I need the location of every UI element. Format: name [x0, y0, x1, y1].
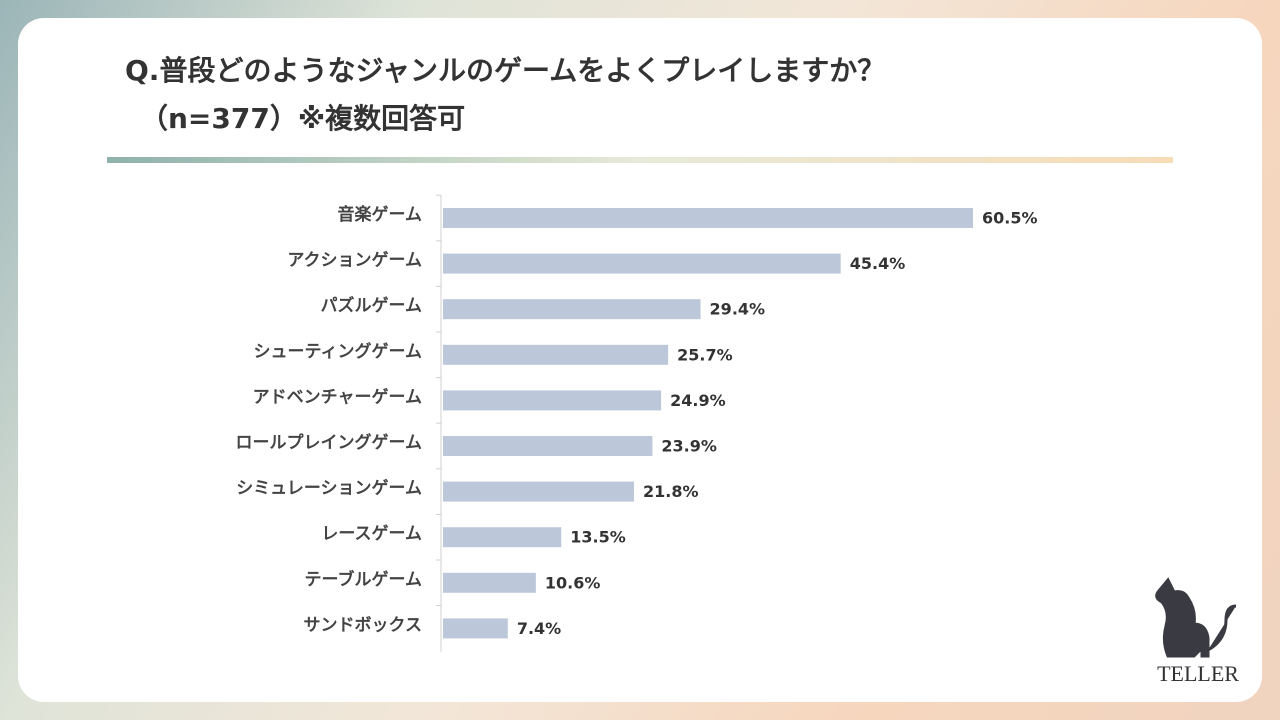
category-label: 音楽ゲーム — [338, 204, 423, 225]
value-label: 21.8% — [643, 482, 699, 501]
category-label: アクションゲーム — [287, 250, 422, 271]
bar — [443, 253, 841, 274]
category-label: アドベンチャーゲーム — [253, 386, 422, 407]
value-label: 24.9% — [670, 391, 726, 410]
bar — [443, 527, 562, 548]
title-rule — [107, 157, 1173, 163]
value-label: 10.6% — [545, 573, 601, 592]
value-label: 23.9% — [661, 437, 717, 456]
category-label: シミュレーションゲーム — [236, 478, 422, 499]
bar — [443, 344, 669, 365]
category-label: レースゲーム — [321, 523, 422, 544]
category-label: サンドボックス — [304, 615, 423, 635]
value-label: 7.4% — [517, 619, 561, 638]
bar — [443, 618, 508, 639]
chart-title: Q.普段どのようなジャンルのゲームをよくプレイしますか？ — [125, 54, 885, 87]
value-label: 60.5% — [982, 209, 1038, 228]
value-label: 13.5% — [570, 528, 626, 547]
chart-subtitle: （n=377）※複数回答可 — [140, 102, 465, 135]
bar — [443, 481, 634, 502]
bar — [443, 299, 701, 320]
value-label: 45.4% — [850, 254, 906, 273]
bar — [443, 572, 536, 593]
value-label: 25.7% — [677, 345, 733, 364]
category-label: テーブルゲーム — [305, 569, 422, 590]
bar — [443, 436, 653, 456]
logo: TELLER — [1155, 577, 1239, 686]
brand: TELLER — [1157, 661, 1239, 686]
category-label: パズルゲーム — [321, 295, 423, 316]
bar — [443, 208, 973, 228]
category-label: ロールプレイングゲーム — [236, 432, 423, 453]
cat-icon — [1155, 577, 1237, 658]
value-label: 29.4% — [710, 300, 766, 319]
bar — [443, 390, 662, 411]
category-label: シューティングゲーム — [254, 341, 422, 362]
